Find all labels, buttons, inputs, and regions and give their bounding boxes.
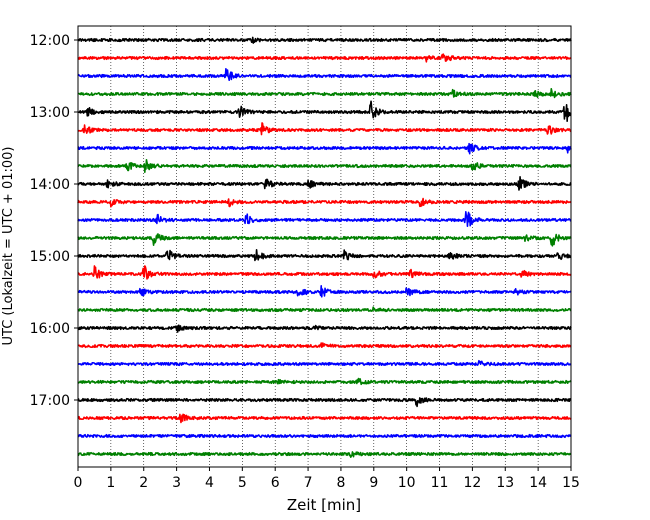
x-tick-label: 5: [238, 475, 247, 491]
trace-1400: [77, 175, 572, 191]
y-tick-label: 15:00: [30, 249, 70, 265]
trace-1415: [77, 197, 572, 208]
trace-1615: [77, 342, 572, 349]
plot-frame: [77, 25, 572, 468]
y-axis-label: UTC (Lokalzeit = UTC + 01:00): [1, 147, 16, 346]
trace-1715: [77, 413, 572, 424]
y-tick-label: 12:00: [30, 33, 70, 49]
x-tick-label: 7: [304, 475, 313, 491]
y-tick-label: 13:00: [30, 105, 70, 121]
x-tick-label: 10: [398, 475, 416, 491]
trace-1530: [77, 284, 572, 298]
trace-1745: [77, 451, 572, 458]
trace-1545: [77, 306, 572, 313]
x-tick-label: 9: [369, 475, 378, 491]
y-axis-ticks: 12:00 13:00 14:00 15:00 16:00 17:00: [30, 33, 78, 409]
seismogram-traces: [77, 36, 572, 458]
trace-1315: [77, 122, 572, 136]
x-tick-label: 0: [74, 475, 83, 491]
x-tick-label: 6: [271, 475, 280, 491]
y-tick-label: 16:00: [30, 321, 70, 337]
x-tick-label: 15: [562, 475, 580, 491]
trace-1700: [77, 397, 572, 408]
trace-1430: [77, 211, 572, 227]
trace-1730: [77, 433, 572, 439]
y-tick-label: 14:00: [30, 177, 70, 193]
x-axis-ticks: 0 1 2 3 4 5 6 7 8 9 10 11 12 13 14 15: [74, 467, 580, 491]
x-axis-label: Zeit [min]: [287, 496, 361, 514]
trace-1445: [77, 233, 572, 247]
trace-1345: [77, 159, 572, 174]
y-tick-label: 17:00: [30, 393, 70, 409]
trace-1230: [77, 68, 572, 82]
trace-1630: [77, 359, 572, 367]
trace-1330: [77, 142, 572, 155]
trace-1200: [77, 36, 572, 44]
x-tick-label: 11: [431, 475, 449, 491]
trace-1645: [77, 377, 572, 386]
trace-1515: [77, 265, 572, 280]
x-tick-label: 8: [336, 475, 345, 491]
trace-1500: [77, 249, 572, 262]
trace-1245: [77, 88, 572, 99]
trace-1215: [77, 53, 572, 63]
x-tick-label: 1: [106, 475, 115, 491]
trace-1300: [77, 100, 572, 123]
x-tick-label: 12: [463, 475, 481, 491]
x-tick-label: 14: [529, 475, 547, 491]
x-tick-label: 2: [139, 475, 148, 491]
x-tick-label: 13: [496, 475, 514, 491]
x-tick-label: 3: [172, 475, 181, 491]
trace-1600: [77, 324, 572, 333]
x-tick-label: 4: [205, 475, 214, 491]
